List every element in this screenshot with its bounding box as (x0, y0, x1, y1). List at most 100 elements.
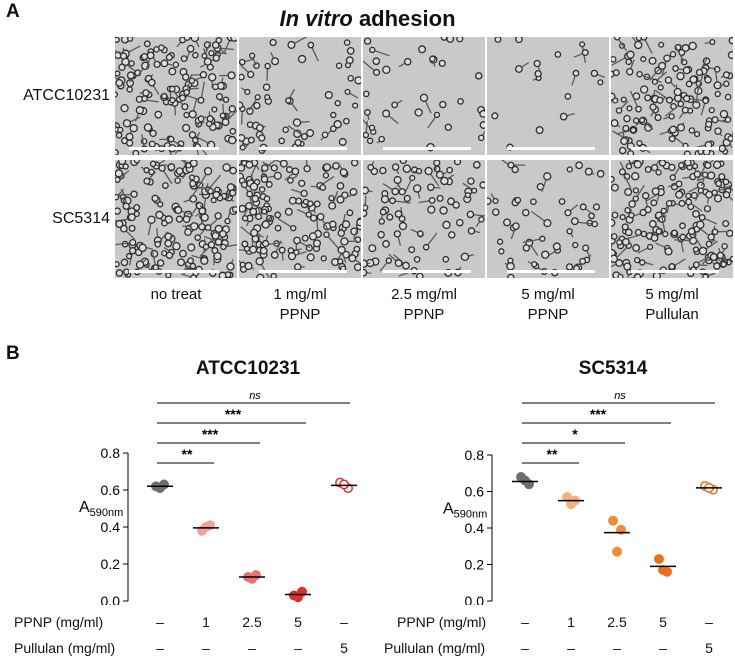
y-tick-label: 0.6 (101, 482, 121, 498)
cell-mark (433, 160, 441, 167)
cell-mark (582, 244, 590, 252)
row-label-sc5314: SC5314 (52, 210, 110, 227)
cell-mark (291, 167, 300, 176)
cell-mark (328, 201, 337, 210)
hypha-mark (522, 238, 543, 243)
cell-mark (183, 88, 191, 96)
cell-mark (132, 149, 140, 155)
cell-mark (239, 73, 245, 81)
cell-mark (222, 96, 230, 103)
cell-mark (697, 148, 704, 155)
cell-mark (660, 207, 667, 215)
cell-mark (186, 44, 195, 53)
cell-mark (224, 217, 231, 225)
cell-mark (668, 135, 676, 143)
pullulan-value: – (567, 640, 575, 656)
cell-mark (199, 71, 208, 79)
cell-mark (214, 224, 223, 233)
cell-mark (240, 181, 248, 189)
cell-mark (564, 93, 572, 100)
ppnp-row-label-left: PPNP (mg/ml) (14, 614, 104, 630)
cell-mark (650, 234, 659, 242)
data-point (247, 573, 257, 584)
cell-mark (543, 172, 552, 181)
pullulan-row-label-right: Pullulan (mg/ml) (384, 640, 486, 656)
cell-mark (305, 211, 312, 218)
cell-mark (128, 247, 137, 255)
cell-mark (119, 224, 128, 233)
column-label-line2: PPNP (279, 306, 321, 323)
cell-mark (621, 223, 629, 231)
y-axis-label: A590nm (79, 499, 123, 519)
cell-mark (512, 222, 520, 231)
cell-mark (591, 220, 598, 228)
cell-mark (611, 183, 619, 192)
cell-mark (148, 140, 156, 148)
cell-mark (328, 194, 335, 202)
cell-mark (271, 57, 280, 66)
cell-mark (129, 238, 137, 247)
cell-mark (329, 220, 337, 229)
cell-mark (246, 190, 254, 198)
cell-mark (168, 67, 177, 76)
cell-mark (270, 272, 277, 278)
cell-mark (363, 259, 368, 268)
cell-mark (590, 69, 599, 78)
cell-mark (369, 46, 376, 54)
cell-mark (487, 197, 492, 206)
cell-mark (491, 208, 500, 216)
cell-mark (181, 103, 189, 111)
cell-mark (278, 246, 286, 254)
cell-mark (570, 217, 579, 226)
ppnp-value: – (340, 614, 348, 630)
cell-mark (418, 45, 427, 54)
y-tick-label: 0.6 (465, 484, 485, 500)
cell-mark (189, 179, 197, 188)
cell-mark (135, 106, 144, 115)
cell-mark (239, 144, 246, 151)
cell-mark (634, 256, 641, 264)
cell-mark (188, 174, 196, 181)
cell-mark (377, 230, 385, 239)
cell-mark (207, 241, 216, 249)
panel-a-title-rest: adhesion (352, 6, 456, 31)
cell-mark (247, 136, 255, 144)
cell-mark (363, 90, 370, 98)
cell-mark (492, 197, 499, 205)
cell-mark (398, 215, 406, 223)
cell-mark (312, 239, 322, 248)
column-label-5mg-pullulan: 5 mg/ml Pullulan (611, 285, 733, 325)
cell-mark (115, 132, 123, 139)
cell-mark (261, 220, 270, 229)
cell-mark (711, 228, 719, 236)
cell-mark (393, 175, 402, 185)
y-tick-label: 0.2 (465, 557, 485, 573)
cell-mark (597, 79, 604, 86)
cell-mark (211, 247, 219, 255)
column-label-2-5mg-ppnp: 2.5 mg/ml PPNP (363, 285, 485, 325)
cell-mark (624, 207, 631, 214)
cell-mark (391, 163, 400, 171)
cell-mark (715, 180, 723, 188)
cell-mark (347, 74, 355, 82)
cell-mark (190, 222, 199, 231)
cell-mark (628, 200, 636, 208)
cell-mark (161, 219, 168, 227)
cell-mark (128, 224, 136, 232)
pullulan-value: – (659, 640, 667, 656)
cell-mark (218, 271, 227, 278)
cell-mark (687, 227, 696, 236)
cell-mark (724, 93, 732, 101)
significance-label: ** (182, 446, 193, 462)
cell-mark (479, 121, 485, 129)
cell-mark (428, 196, 436, 204)
cell-mark (262, 83, 271, 91)
cell-mark (394, 259, 403, 268)
cell-mark (292, 118, 302, 127)
significance-label: ns (249, 390, 261, 402)
cell-mark (624, 187, 633, 197)
cell-mark (636, 139, 643, 147)
cell-mark (372, 68, 381, 76)
micrograph-image (363, 160, 485, 278)
cell-mark (120, 103, 129, 113)
